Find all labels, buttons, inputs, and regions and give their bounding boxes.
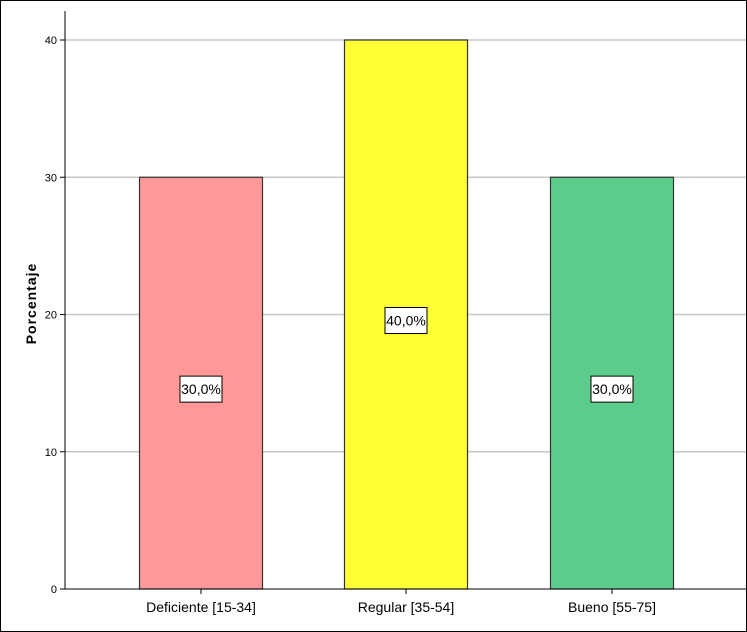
- data-label: 30,0%: [590, 375, 634, 403]
- x-category-label: Deficiente [15-34]: [146, 599, 256, 615]
- data-label: 40,0%: [384, 307, 428, 334]
- data-label-box: [590, 375, 634, 403]
- data-label: 30,0%: [179, 375, 223, 403]
- y-tick-labels: 0 10 20 30 40: [45, 35, 65, 596]
- y-tick-label: 20: [45, 310, 57, 322]
- y-tick-label: 10: [45, 447, 57, 459]
- data-label-text: 30,0%: [181, 381, 221, 397]
- x-category-label: Regular [35-54]: [358, 599, 455, 615]
- data-label-text: 30,0%: [592, 381, 632, 397]
- data-labels: 30,0% 40,0% 30,0%: [179, 307, 634, 403]
- data-label-box: [179, 375, 223, 403]
- y-tick-label: 0: [51, 584, 57, 596]
- data-label-text: 40,0%: [386, 313, 426, 329]
- y-axis-title: Porcentaje: [23, 263, 39, 345]
- data-label-box: [384, 307, 428, 334]
- x-category-labels: Deficiente [15-34] Regular [35-54] Bueno […: [146, 589, 656, 615]
- x-category-label: Bueno [55-75]: [568, 599, 656, 615]
- y-tick-label: 30: [45, 172, 57, 184]
- y-tick-label: 40: [45, 35, 57, 47]
